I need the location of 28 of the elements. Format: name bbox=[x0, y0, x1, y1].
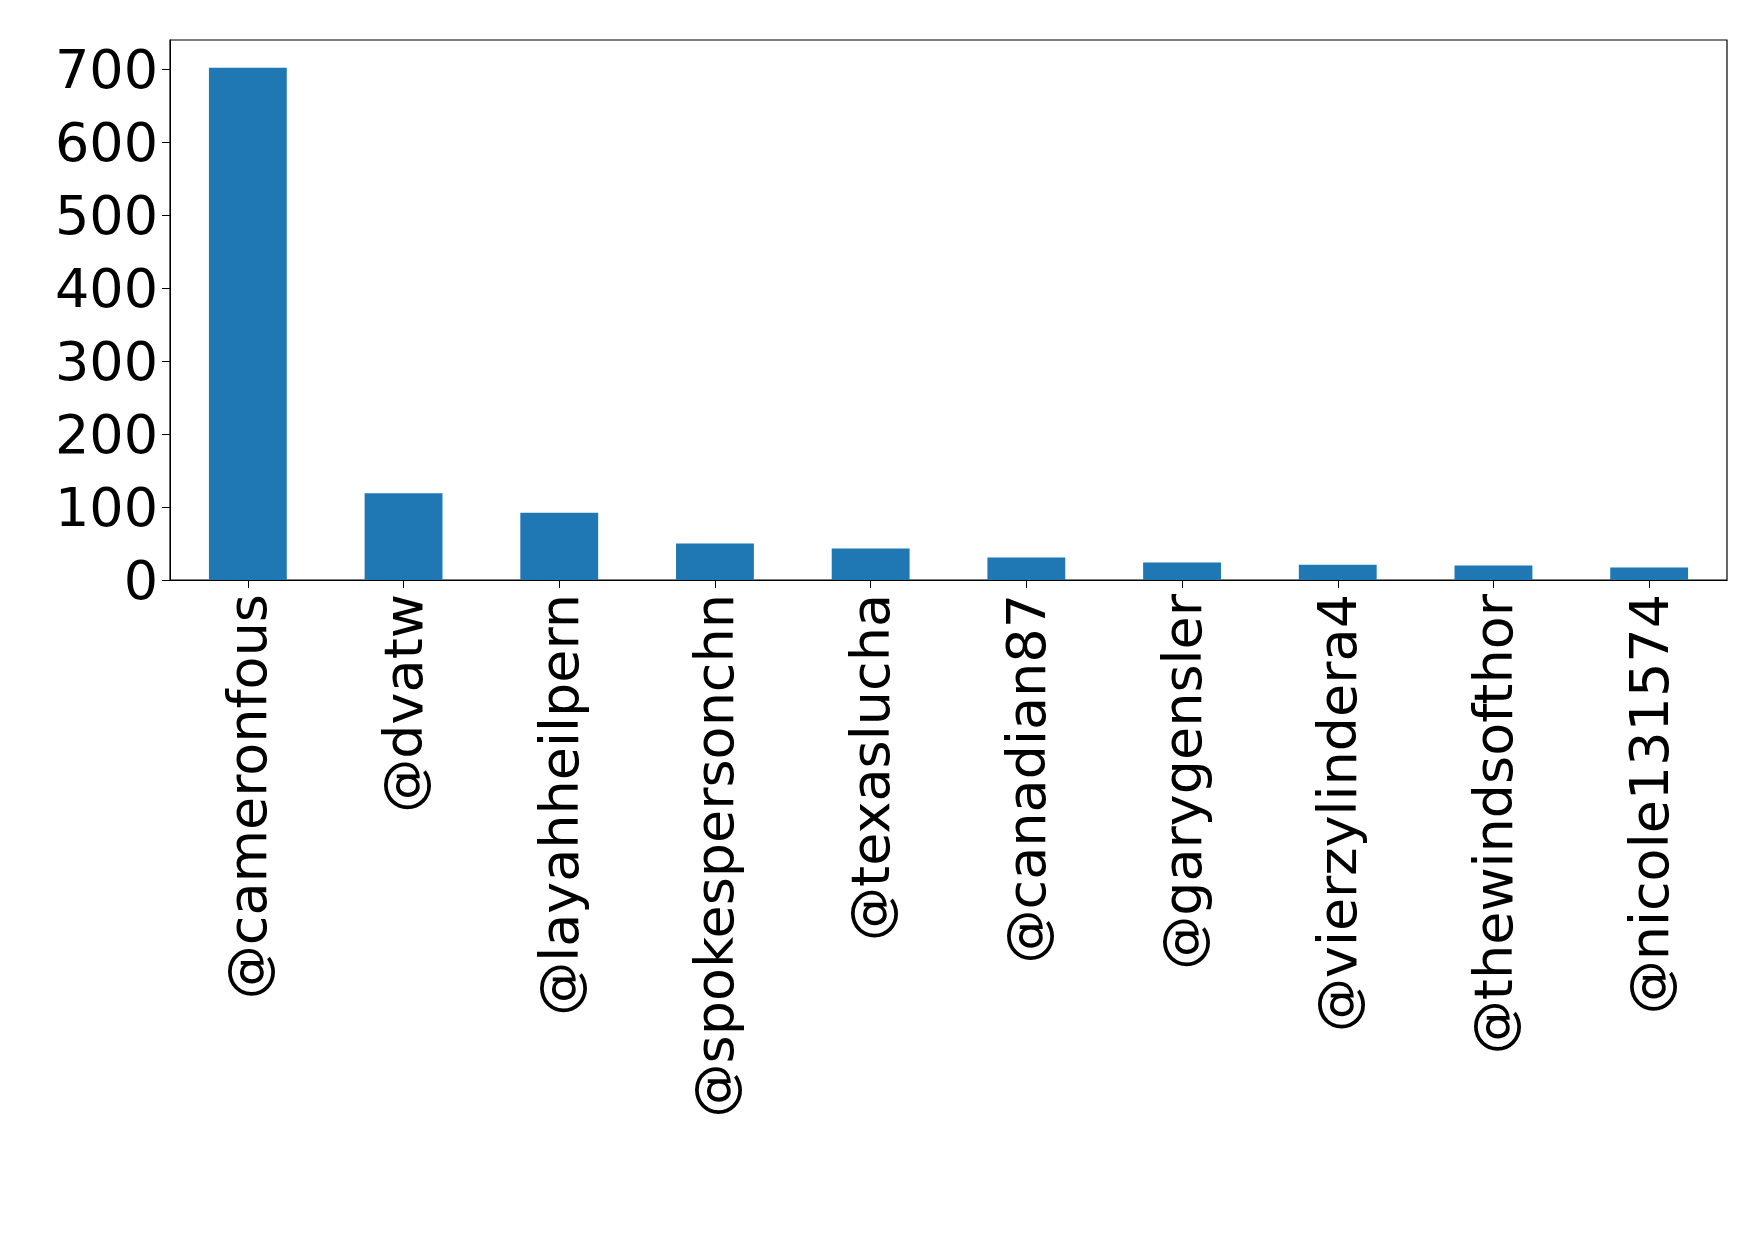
y-tick-label: 700 bbox=[54, 37, 158, 101]
y-tick-label: 0 bbox=[123, 548, 158, 612]
y-tick-label: 600 bbox=[54, 110, 158, 174]
x-tick-label: @canadian87 bbox=[994, 594, 1058, 964]
bar bbox=[1454, 565, 1533, 580]
bar bbox=[364, 493, 443, 580]
bar bbox=[1610, 567, 1689, 580]
y-tick-label: 500 bbox=[54, 183, 158, 247]
x-tick-label: @dvatw bbox=[372, 594, 436, 813]
bar bbox=[987, 557, 1066, 580]
y-tick-label: 200 bbox=[54, 402, 158, 466]
y-tick-label: 100 bbox=[54, 475, 158, 539]
bar bbox=[208, 67, 287, 580]
y-tick-label: 400 bbox=[54, 256, 158, 320]
bar bbox=[676, 543, 754, 580]
bar bbox=[1143, 562, 1221, 580]
x-tick-label: @layahheilpern bbox=[527, 594, 591, 1016]
bar bbox=[520, 512, 599, 580]
x-tick-label: @texaslucha bbox=[839, 594, 903, 941]
x-tick-label: @nicole131574 bbox=[1617, 594, 1681, 1015]
x-tick-label: @cameronfous bbox=[216, 594, 280, 1000]
x-tick-label: @thewindsofthor bbox=[1461, 593, 1525, 1055]
x-tick-label: @vierzylindera4 bbox=[1306, 594, 1370, 1033]
x-tick-label: @spokespersonchn bbox=[683, 594, 747, 1118]
bar bbox=[1298, 564, 1377, 580]
x-tick-label: @garygensler bbox=[1150, 593, 1214, 970]
y-tick-label: 300 bbox=[54, 329, 158, 393]
bar bbox=[831, 548, 910, 580]
